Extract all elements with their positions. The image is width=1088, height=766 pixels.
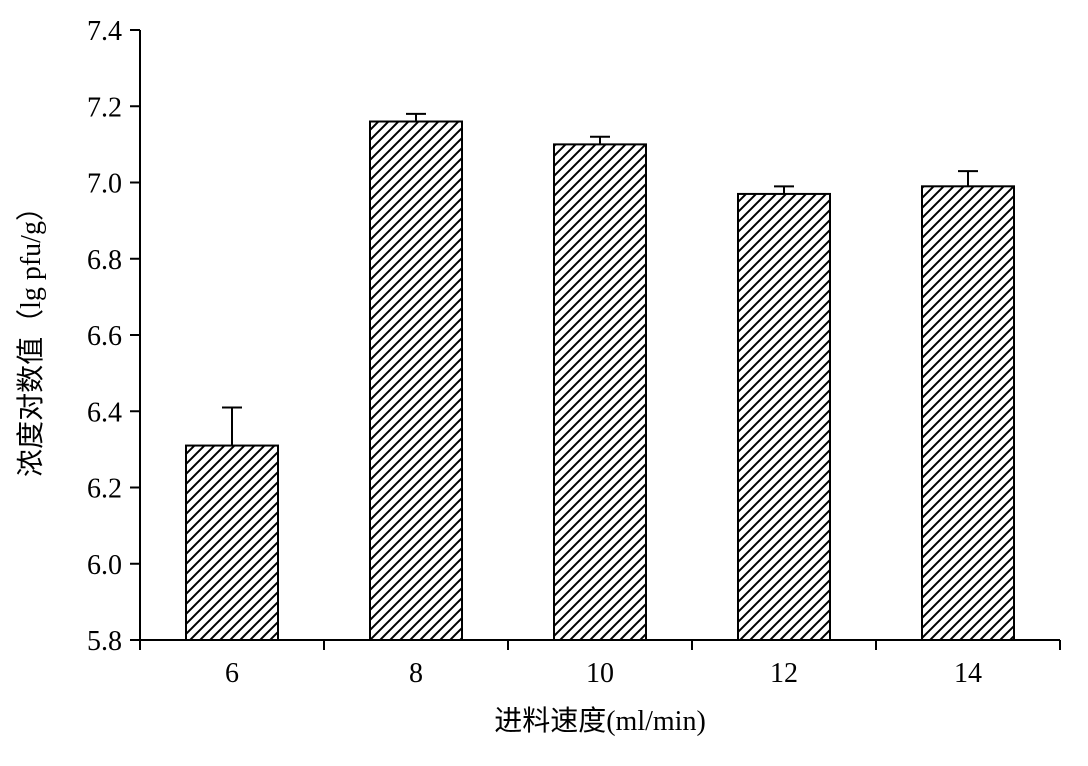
bar [370, 122, 462, 641]
x-tick-label: 6 [225, 658, 239, 689]
y-tick-label: 7.0 [87, 169, 122, 200]
bar [922, 186, 1014, 640]
y-tick-label: 5.8 [87, 626, 122, 657]
y-tick-label: 6.8 [87, 245, 122, 276]
x-axis-label: 进料速度(ml/min) [494, 705, 706, 737]
bar-chart: 5.8 6.0 6.2 6.4 6.6 6.8 7.0 7.2 7.4 6 8 10 12 14 进料速度(… [0, 0, 1088, 766]
bar [554, 144, 646, 640]
chart-svg: 5.8 6.0 6.2 6.4 6.6 6.8 7.0 7.2 7.4 6 8 10 12 14 进料速度(… [0, 0, 1088, 766]
x-tick-label: 10 [586, 658, 614, 689]
y-tick-label: 7.2 [87, 92, 122, 123]
y-tick-label: 6.2 [87, 474, 122, 505]
x-tick-label: 8 [409, 658, 423, 689]
y-axis-label: 浓度对数值（lg pfu/g） [15, 193, 47, 477]
y-tick-label: 7.4 [87, 16, 122, 47]
x-tick-label: 12 [770, 658, 798, 689]
bar [186, 446, 278, 640]
y-tick-label: 6.4 [87, 397, 122, 428]
y-tick-label: 6.6 [87, 321, 122, 352]
x-tick-label: 14 [954, 658, 982, 689]
bar [738, 194, 830, 640]
y-tick-label: 6.0 [87, 550, 122, 581]
